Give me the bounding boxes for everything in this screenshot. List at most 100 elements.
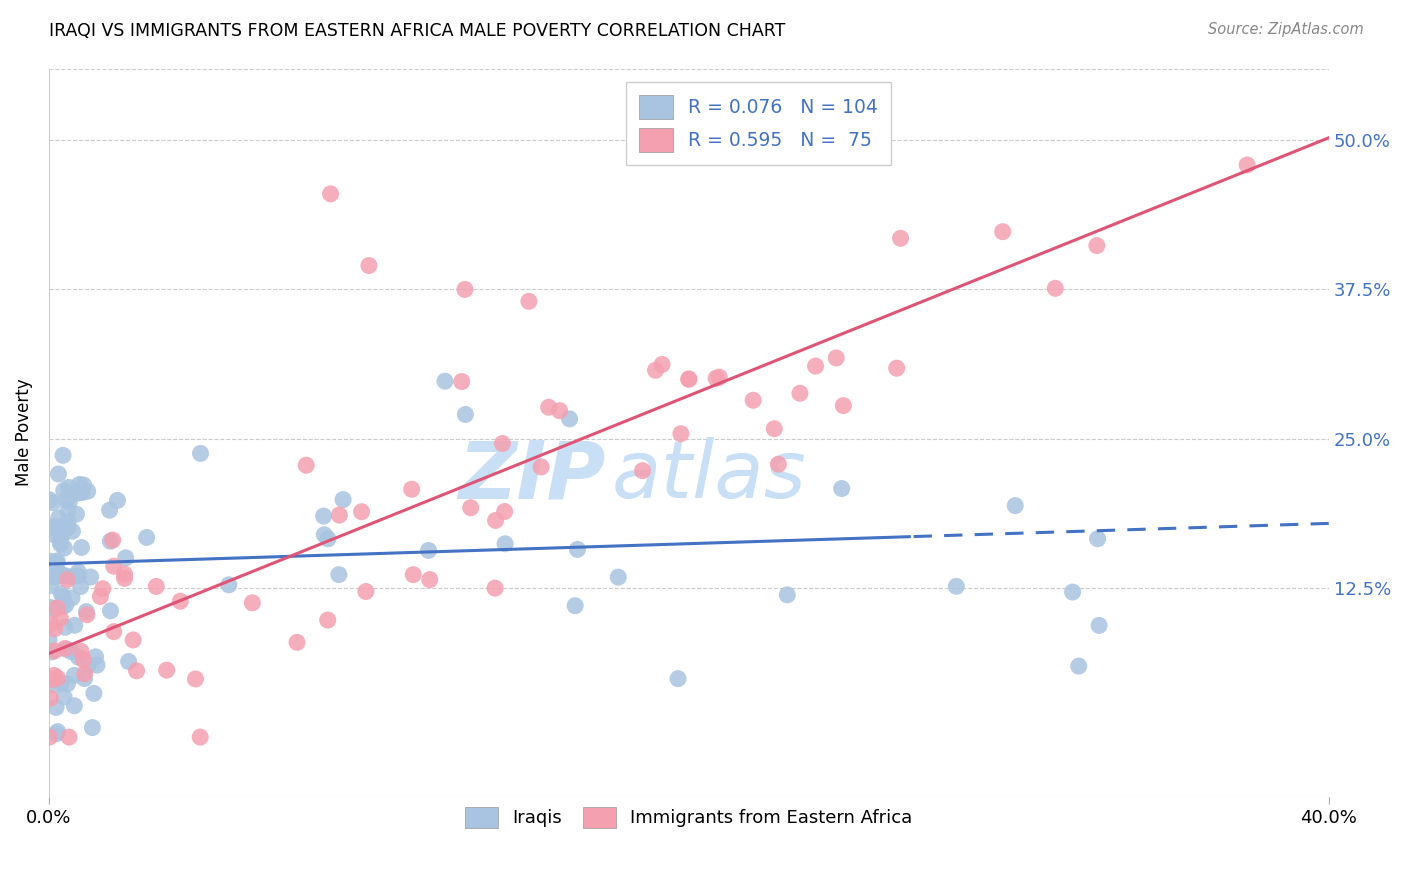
Point (742, 393, 765, 408)
Point (42, 570, 65, 584)
Point (59, 569, 82, 583)
Point (55, 492, 77, 507)
Point (86, 658, 108, 673)
Point (45, 727, 67, 741)
Point (316, 532, 339, 546)
Point (70, 541, 93, 555)
Point (651, 358, 673, 372)
Point (67, 650, 90, 665)
Point (704, 371, 727, 385)
Point (357, 259, 380, 273)
Point (1088, 618, 1111, 632)
Point (184, 672, 207, 686)
Point (103, 624, 125, 639)
Point (82, 721, 104, 735)
Point (319, 186, 342, 201)
Point (60, 644, 83, 658)
Point (76, 484, 98, 499)
Legend: Iraqis, Immigrants from Eastern Africa: Iraqis, Immigrants from Eastern Africa (458, 800, 920, 835)
Text: ZIP: ZIP (458, 437, 606, 516)
Point (832, 399, 855, 413)
Point (53, 690, 76, 704)
Point (39, 554, 62, 568)
Point (402, 567, 425, 582)
Point (103, 559, 125, 574)
Point (69, 477, 91, 491)
Point (49, 611, 72, 625)
Point (607, 570, 630, 584)
Point (91, 582, 114, 596)
Point (44, 668, 66, 682)
Point (52, 568, 75, 582)
Point (418, 543, 440, 558)
Point (53, 519, 76, 533)
Y-axis label: Male Poverty: Male Poverty (15, 379, 32, 486)
Point (48, 467, 70, 481)
Point (804, 359, 827, 373)
Point (494, 504, 516, 518)
Point (39, 579, 62, 593)
Point (669, 426, 692, 441)
Point (517, 294, 540, 309)
Point (218, 578, 240, 592)
Point (72, 478, 94, 492)
Text: atlas: atlas (612, 437, 807, 516)
Point (46, 671, 69, 685)
Point (169, 594, 191, 608)
Point (76, 607, 98, 622)
Point (46, 557, 69, 571)
Point (776, 588, 799, 602)
Point (145, 579, 167, 593)
Point (38, 492, 60, 507)
Point (316, 613, 339, 627)
Point (41, 673, 63, 687)
Point (39, 521, 62, 535)
Point (65, 507, 87, 521)
Point (890, 231, 912, 245)
Point (631, 464, 654, 478)
Point (156, 663, 179, 677)
Point (125, 664, 148, 678)
Point (56, 573, 79, 587)
Point (100, 604, 122, 618)
Point (135, 530, 157, 544)
Point (401, 482, 423, 496)
Point (350, 505, 373, 519)
Point (63, 618, 86, 632)
Point (567, 542, 589, 557)
Point (558, 412, 581, 426)
Point (63, 668, 86, 682)
Point (433, 374, 456, 388)
Point (644, 363, 666, 377)
Point (69, 580, 91, 594)
Point (89, 590, 111, 604)
Point (55, 521, 77, 535)
Point (537, 401, 560, 415)
Point (332, 492, 354, 507)
Point (454, 282, 477, 296)
Point (49, 532, 72, 546)
Point (55, 598, 77, 612)
Point (38, 730, 60, 744)
Point (98, 534, 121, 549)
Point (1062, 585, 1084, 599)
Point (70, 485, 93, 500)
Text: Source: ZipAtlas.com: Source: ZipAtlas.com (1208, 22, 1364, 37)
Point (831, 482, 853, 496)
Point (49, 533, 72, 548)
Point (72, 653, 94, 667)
Point (460, 500, 482, 515)
Point (45, 519, 67, 533)
Point (530, 460, 553, 475)
Point (62, 524, 84, 539)
Point (60, 591, 83, 605)
Point (46, 724, 69, 739)
Point (77, 658, 100, 673)
Point (45, 700, 67, 714)
Text: IRAQI VS IMMIGRANTS FROM EASTERN AFRICA MALE POVERTY CORRELATION CHART: IRAQI VS IMMIGRANTS FROM EASTERN AFRICA … (49, 22, 786, 40)
Point (188, 730, 211, 744)
Point (53, 620, 76, 634)
Point (48, 511, 70, 525)
Point (39, 616, 62, 631)
Point (101, 533, 124, 547)
